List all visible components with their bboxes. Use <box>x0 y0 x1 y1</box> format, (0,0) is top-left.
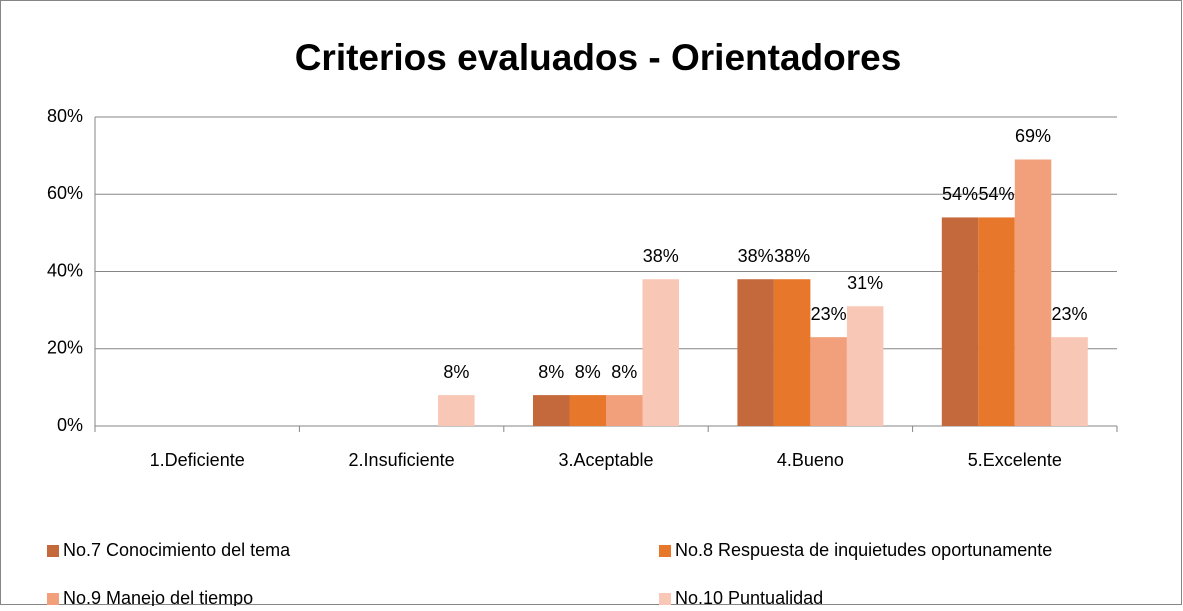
y-tick-label: 20% <box>47 338 83 358</box>
x-tick-label: 2.Insuficiente <box>349 450 455 470</box>
x-tick-label: 3.Aceptable <box>558 450 653 470</box>
bar <box>1014 159 1052 427</box>
data-label: 8% <box>611 362 637 382</box>
legend-label: No.9 Manejo del tiempo <box>63 588 253 606</box>
bar <box>438 395 475 426</box>
bar <box>978 217 1015 426</box>
legend-swatch <box>47 545 59 557</box>
data-label: 8% <box>538 362 564 382</box>
y-tick-label: 80% <box>47 106 83 126</box>
bar <box>1051 337 1088 426</box>
data-label: 38% <box>774 246 810 266</box>
bar <box>941 217 979 426</box>
data-label: 31% <box>847 273 883 293</box>
legend-swatch <box>659 593 671 605</box>
data-label: 23% <box>1052 304 1088 324</box>
bar <box>773 279 811 426</box>
legend-swatch <box>659 545 671 557</box>
data-label: 38% <box>643 246 679 266</box>
legend-label: No.8 Respuesta de inquietudes oportuname… <box>675 540 1052 560</box>
x-tick-label: 4.Bueno <box>777 450 844 470</box>
bar <box>737 279 774 426</box>
y-tick-label: 60% <box>47 183 83 203</box>
bar <box>569 395 606 426</box>
legend-label: No.10 Puntualidad <box>675 588 823 606</box>
x-tick-label: 5.Excelente <box>968 450 1062 470</box>
chart-title: Criterios evaluados - Orientadores <box>295 37 902 78</box>
legend-label: No.7 Conocimiento del tema <box>63 540 291 560</box>
bar <box>606 395 643 426</box>
bar <box>533 395 570 426</box>
data-label: 23% <box>811 304 847 324</box>
y-tick-label: 0% <box>57 415 83 435</box>
bar <box>846 306 884 426</box>
data-label: 54% <box>979 184 1015 204</box>
bar <box>642 279 679 426</box>
y-tick-label: 40% <box>47 260 83 280</box>
data-label: 8% <box>443 362 469 382</box>
legend-swatch <box>47 593 59 605</box>
data-label: 8% <box>575 362 601 382</box>
x-tick-label: 1.Deficiente <box>150 450 245 470</box>
data-label: 38% <box>738 246 774 266</box>
bar <box>810 337 847 426</box>
data-label: 69% <box>1015 126 1051 146</box>
data-label: 54% <box>942 184 978 204</box>
